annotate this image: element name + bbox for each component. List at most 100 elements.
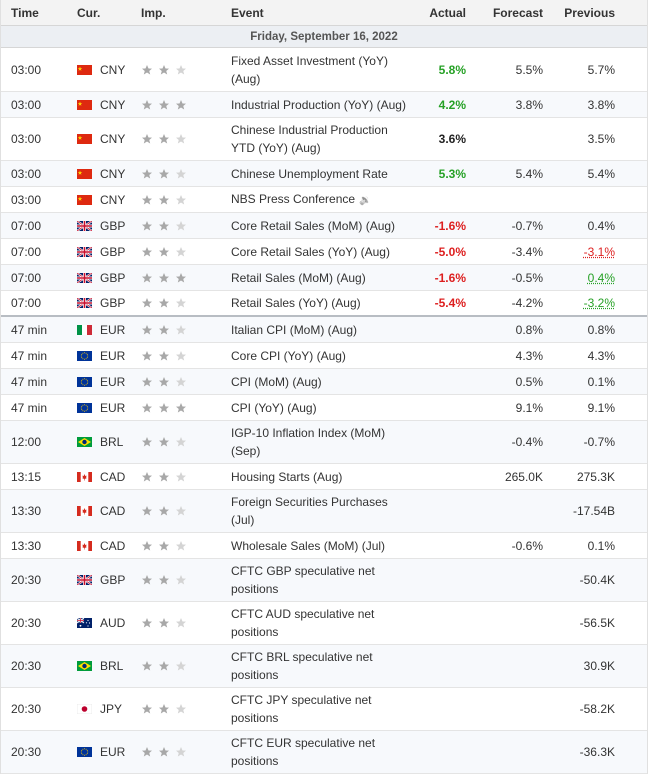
table-row[interactable]: 20:30 AUD CFTC AUD speculative net positio… bbox=[1, 602, 647, 645]
event-name[interactable]: Industrial Production (YoY) (Aug) bbox=[220, 96, 413, 114]
star-icon bbox=[141, 246, 153, 258]
event-link[interactable]: Chinese Industrial Production YTD (YoY) … bbox=[231, 123, 388, 155]
col-currency-header[interactable]: Cur. bbox=[77, 5, 101, 20]
table-row[interactable]: 13:30 CAD Wholesale Sales (MoM) (Jul) -0.6%… bbox=[1, 533, 647, 559]
col-previous-header[interactable]: Previous bbox=[564, 5, 615, 20]
event-link[interactable]: CFTC BRL speculative net positions bbox=[231, 650, 373, 682]
currency-code: CNY bbox=[100, 192, 126, 207]
event-link[interactable]: CFTC GBP speculative net positions bbox=[231, 564, 375, 596]
table-row[interactable]: 03:00 CNY Industrial Production (YoY) (Aug… bbox=[1, 92, 647, 118]
event-name[interactable]: CFTC GBP speculative net positions bbox=[220, 562, 413, 598]
currency-cell: CNY bbox=[65, 193, 131, 207]
event-name[interactable]: NBS Press Conference 🔉 bbox=[220, 190, 413, 210]
event-link[interactable]: Retail Sales (YoY) (Aug) bbox=[231, 296, 361, 310]
table-row[interactable]: 13:30 CAD Foreign Securities Purchases (Ju… bbox=[1, 490, 647, 533]
event-name[interactable]: CPI (YoY) (Aug) bbox=[220, 399, 413, 417]
event-link[interactable]: Fixed Asset Investment (YoY) (Aug) bbox=[231, 53, 388, 86]
importance-stars bbox=[131, 574, 220, 586]
table-row[interactable]: 47 min EUR Italian CPI (MoM) (Aug) 0.8% 0.8% bbox=[1, 317, 647, 343]
col-forecast-header[interactable]: Forecast bbox=[492, 5, 543, 20]
event-name[interactable]: Housing Starts (Aug) bbox=[220, 468, 413, 486]
table-row[interactable]: 20:30 BRL CFTC BRL speculative net positio… bbox=[1, 645, 647, 688]
currency-code: CNY bbox=[100, 166, 126, 181]
event-link[interactable]: CPI (YoY) (Aug) bbox=[231, 400, 317, 415]
table-row[interactable]: 47 min EUR Core CPI (YoY) (Aug) 4.3% 4.3% bbox=[1, 343, 647, 369]
table-row[interactable]: 03:00 CNY NBS Press Conference 🔉 bbox=[1, 187, 647, 213]
table-row[interactable]: 03:00 CNY Chinese Unemployment Rate 5.3% 5.4… bbox=[1, 161, 647, 187]
event-link[interactable]: Core CPI (YoY) (Aug) bbox=[231, 348, 346, 363]
event-link[interactable]: CPI (MoM) (Aug) bbox=[231, 374, 322, 389]
table-row[interactable]: 47 min EUR CPI (MoM) (Aug) 0.5% 0.1% bbox=[1, 369, 647, 395]
event-name[interactable]: Foreign Securities Purchases (Jul) bbox=[220, 493, 413, 529]
previous-value-text: 4.3% bbox=[587, 348, 615, 363]
cn-flag-icon bbox=[77, 134, 92, 144]
event-name[interactable]: Retail Sales (MoM) (Aug) bbox=[220, 269, 413, 287]
table-row[interactable]: 07:00 GBP Retail Sales (MoM) (Aug) -1.6% -0.… bbox=[1, 265, 647, 291]
event-name[interactable]: IGP-10 Inflation Index (MoM) (Sep) bbox=[220, 424, 413, 460]
event-link[interactable]: Industrial Production (YoY) (Aug) bbox=[231, 97, 406, 112]
star-icon bbox=[158, 505, 170, 517]
importance-stars bbox=[131, 376, 220, 388]
star-icon bbox=[175, 297, 187, 309]
table-row[interactable]: 13:15 CAD Housing Starts (Aug) 265.0K 275.3K bbox=[1, 464, 647, 490]
event-link[interactable]: Foreign Securities Purchases (Jul) bbox=[231, 495, 388, 527]
event-name[interactable]: Chinese Unemployment Rate bbox=[220, 165, 413, 183]
col-event-header[interactable]: Event bbox=[231, 5, 264, 20]
previous-value: -56.5K bbox=[543, 616, 627, 630]
event-link[interactable]: CFTC AUD speculative net positions bbox=[231, 607, 375, 639]
currency-code: EUR bbox=[100, 322, 126, 337]
col-importance-header[interactable]: Imp. bbox=[141, 5, 166, 20]
table-row[interactable]: 12:00 BRL IGP-10 Inflation Index (MoM) (Se… bbox=[1, 421, 647, 464]
event-name[interactable]: Core Retail Sales (YoY) (Aug) bbox=[220, 243, 413, 261]
event-rows: 03:00 CNY Fixed Asset Investment (YoY) (Au… bbox=[1, 48, 647, 774]
event-link[interactable]: Italian CPI (MoM) (Aug) bbox=[231, 322, 358, 337]
event-link[interactable]: Housing Starts (Aug) bbox=[231, 469, 343, 484]
event-name[interactable]: CFTC JPY speculative net positions bbox=[220, 691, 413, 727]
event-name[interactable]: CFTC AUD speculative net positions bbox=[220, 605, 413, 641]
forecast-value: 5.5% bbox=[515, 62, 543, 77]
previous-value-text: -17.54B bbox=[572, 504, 615, 518]
table-row[interactable]: 03:00 CNY Fixed Asset Investment (YoY) (Au… bbox=[1, 48, 647, 92]
table-row[interactable]: 20:30 GBP CFTC GBP speculative net positio… bbox=[1, 559, 647, 602]
event-name[interactable]: CFTC BRL speculative net positions bbox=[220, 648, 413, 684]
table-row[interactable]: 07:00 GBP Retail Sales (YoY) (Aug) -5.4% -4.… bbox=[1, 291, 647, 317]
currency-code: CAD bbox=[100, 538, 126, 553]
event-link[interactable]: Retail Sales (MoM) (Aug) bbox=[231, 270, 366, 285]
table-row[interactable]: 07:00 GBP Core Retail Sales (YoY) (Aug) -5.… bbox=[1, 239, 647, 265]
event-link[interactable]: CFTC EUR speculative net positions bbox=[231, 736, 376, 768]
event-link[interactable]: Core Retail Sales (MoM) (Aug) bbox=[231, 218, 396, 233]
event-name[interactable]: CPI (MoM) (Aug) bbox=[220, 373, 413, 391]
actual-value: 5.3% bbox=[438, 166, 466, 181]
event-name[interactable]: CFTC EUR speculative net positions bbox=[220, 734, 413, 770]
event-link[interactable]: Wholesale Sales (MoM) (Jul) bbox=[231, 538, 386, 553]
star-icon bbox=[158, 297, 170, 309]
event-link[interactable]: Core Retail Sales (YoY) (Aug) bbox=[231, 244, 390, 259]
table-row[interactable]: 07:00 GBP Core Retail Sales (MoM) (Aug) -1.… bbox=[1, 213, 647, 239]
event-name[interactable]: Wholesale Sales (MoM) (Jul) bbox=[220, 537, 413, 555]
event-name[interactable]: Core Retail Sales (MoM) (Aug) bbox=[220, 217, 413, 235]
table-row[interactable]: 03:00 CNY Chinese Industrial Production YT… bbox=[1, 118, 647, 161]
importance-stars bbox=[131, 99, 220, 111]
event-name[interactable]: Core CPI (YoY) (Aug) bbox=[220, 347, 413, 365]
star-icon bbox=[158, 703, 170, 715]
star-icon bbox=[158, 617, 170, 629]
table-row[interactable]: 20:30 JPY CFTC JPY speculative net positio… bbox=[1, 688, 647, 731]
currency-code: CNY bbox=[100, 132, 126, 146]
previous-value-text: 0.1% bbox=[587, 538, 615, 553]
col-time-header[interactable]: Time bbox=[11, 5, 39, 20]
col-actual-header[interactable]: Actual bbox=[429, 5, 466, 20]
table-row[interactable]: 20:30 EUR CFTC EUR speculative net positio… bbox=[1, 731, 647, 774]
star-icon bbox=[141, 703, 153, 715]
event-name[interactable]: Chinese Industrial Production YTD (YoY) … bbox=[220, 121, 413, 157]
forecast-value: 4.3% bbox=[515, 348, 543, 363]
event-name[interactable]: Italian CPI (MoM) (Aug) bbox=[220, 321, 413, 339]
event-link[interactable]: CFTC JPY speculative net positions bbox=[231, 693, 372, 725]
event-time: 13:15 bbox=[11, 469, 42, 484]
event-name[interactable]: Retail Sales (YoY) (Aug) bbox=[220, 294, 413, 312]
table-row[interactable]: 47 min EUR CPI (YoY) (Aug) 9.1% 9.1% bbox=[1, 395, 647, 421]
event-link[interactable]: NBS Press Conference bbox=[231, 191, 356, 206]
event-link[interactable]: IGP-10 Inflation Index (MoM) (Sep) bbox=[231, 426, 386, 458]
event-name[interactable]: Fixed Asset Investment (YoY) (Aug) bbox=[220, 52, 413, 88]
event-link[interactable]: Chinese Unemployment Rate bbox=[231, 166, 388, 181]
previous-value: 3.8% bbox=[543, 98, 627, 112]
